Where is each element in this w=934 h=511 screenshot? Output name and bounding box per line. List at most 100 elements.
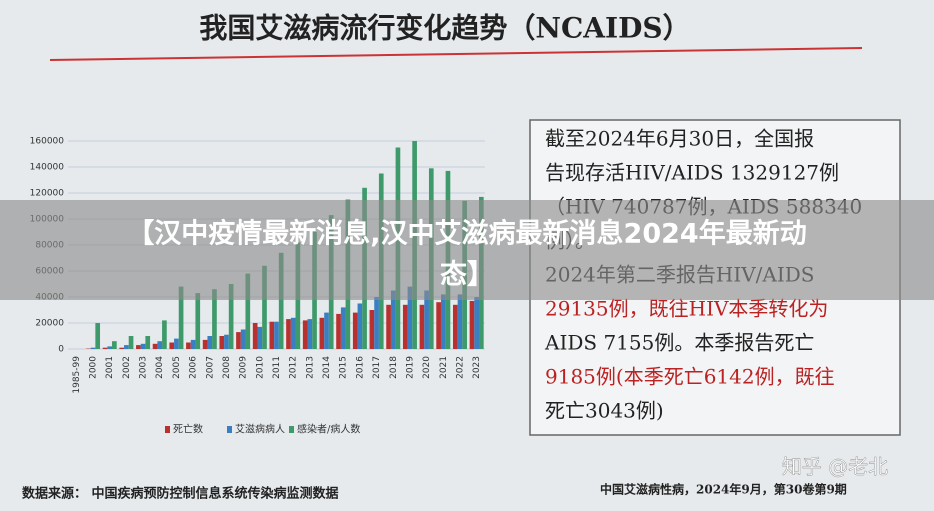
bar: [128, 336, 134, 349]
bar: [190, 339, 196, 349]
bar: [240, 329, 246, 349]
bar: [286, 319, 291, 349]
banner: [0, 200, 934, 300]
bar: [402, 304, 408, 349]
bar: [162, 320, 167, 349]
x-tick-label: 2004: [155, 356, 165, 379]
banner-title: 态】: [440, 260, 494, 291]
legend-swatch: [227, 426, 232, 433]
text-line: AIDS 7155例。本季报告死亡: [544, 331, 814, 355]
bar: [178, 286, 184, 349]
bar: [324, 312, 329, 349]
bar: [307, 319, 313, 349]
x-tick-label: 2015: [339, 356, 349, 379]
y-tick-label: 20000: [35, 319, 64, 329]
slide-title: 我国艾滋病流行变化趋势（NCAIDS）: [199, 12, 690, 45]
bar: [136, 345, 141, 349]
bar: [424, 290, 429, 349]
legend-label: 死亡数: [173, 423, 203, 436]
banner-title: 【汉中疫情最新消息,汉中艾滋病最新消息2024年最新动: [127, 218, 806, 250]
bar: [452, 304, 458, 349]
bar: [407, 286, 413, 349]
bar: [278, 252, 284, 349]
source: 数据来源： 中国疾病预防控制信息系统传染病监测数据: [22, 486, 339, 502]
bar: [124, 345, 129, 349]
x-tick-label: 2018: [389, 356, 399, 379]
text-line: 9185例(本季死亡6142例，既往: [545, 365, 835, 389]
x-tick-label: 2014: [322, 356, 332, 379]
text-line: 死亡3043例): [545, 399, 664, 423]
x-tick-label: 2011: [272, 356, 282, 379]
bar: [419, 304, 425, 349]
legend-swatch: [289, 426, 294, 433]
bar: [90, 347, 96, 349]
bar: [186, 342, 191, 349]
bar: [390, 290, 396, 349]
bar: [245, 273, 251, 349]
x-tick-label: 2016: [355, 356, 365, 379]
bar: [140, 343, 146, 349]
bar: [374, 297, 379, 349]
x-tick-label: 2007: [205, 356, 215, 379]
bar: [262, 265, 267, 349]
bar: [340, 307, 346, 349]
bar: [469, 300, 475, 349]
x-tick-label: 2010: [255, 356, 265, 379]
bar: [157, 341, 163, 349]
bar: [169, 342, 175, 349]
x-tick-label: 2020: [422, 356, 432, 379]
bar: [212, 289, 217, 349]
bar: [386, 304, 391, 349]
bar: [436, 302, 441, 349]
legend-label: 艾滋病病人: [235, 423, 285, 436]
watermark: 知乎 @老北: [782, 455, 888, 479]
y-tick-label: 160000: [30, 137, 65, 147]
x-tick-label: 2002: [122, 356, 132, 379]
x-tick-label: 2019: [405, 356, 415, 379]
bar: [219, 336, 225, 349]
bar: [369, 310, 375, 349]
bar: [145, 336, 151, 349]
x-tick-label: 2023: [472, 356, 482, 379]
bar: [195, 293, 201, 349]
citation: 中国艾滋病性病，2024年9月，第30卷第9期: [600, 482, 847, 497]
bar: [357, 303, 363, 349]
x-tick-label: 2001: [105, 356, 115, 379]
bar: [102, 347, 108, 349]
bar: [224, 334, 229, 349]
bar: [269, 321, 275, 349]
bar: [202, 339, 208, 349]
bar: [112, 341, 117, 349]
legend-label: 感染者/病人数: [297, 423, 360, 436]
x-tick-label: 1985-99: [72, 356, 82, 394]
bar: [352, 312, 358, 349]
bar: [152, 343, 158, 349]
x-tick-label: 2021: [439, 356, 449, 379]
bar: [252, 323, 258, 349]
bar: [119, 347, 125, 349]
x-tick-label: 2012: [289, 356, 299, 379]
x-tick-label: 2005: [172, 356, 182, 379]
text-line: 29135例，既往HIV本季转化为: [545, 297, 828, 321]
bar: [336, 313, 341, 349]
y-tick-label: 140000: [30, 163, 65, 173]
x-tick-label: 2008: [222, 356, 232, 379]
bar: [302, 320, 308, 349]
bar: [440, 294, 446, 349]
x-tick-label: 2003: [139, 356, 149, 379]
bar: [228, 284, 234, 349]
title-rule: [49, 47, 863, 61]
bar: [319, 317, 325, 349]
bar: [174, 338, 179, 349]
bar: [257, 326, 263, 349]
bar: [236, 332, 241, 349]
x-tick-label: 2000: [89, 356, 99, 379]
x-tick-label: 2022: [455, 356, 465, 379]
x-tick-label: 2009: [239, 356, 249, 379]
bar: [95, 323, 101, 349]
y-tick-label: 120000: [30, 189, 65, 199]
bar: [274, 321, 279, 349]
bar: [474, 297, 479, 349]
x-tick-label: 2017: [372, 356, 382, 379]
x-tick-label: 2006: [189, 356, 199, 379]
